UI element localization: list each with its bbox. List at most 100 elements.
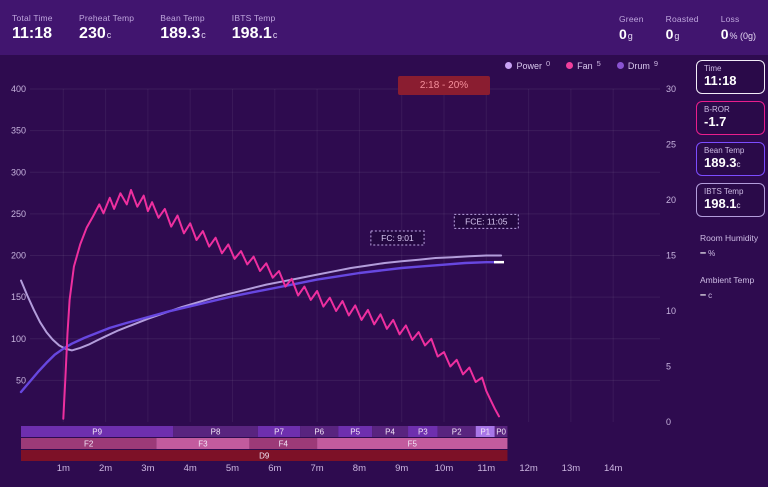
- phase-label: P1: [480, 428, 490, 437]
- x-tick: 14m: [604, 463, 623, 474]
- card-time: Time 11:18: [696, 60, 765, 94]
- phase-segment-fan[interactable]: [249, 438, 318, 449]
- phase-segment-power[interactable]: [173, 426, 258, 437]
- stat-label: IBTS Temp: [231, 13, 276, 23]
- phase-label: P8: [211, 428, 221, 437]
- stat-label: Roasted: [665, 14, 699, 24]
- stat-label: Bean Temp: [160, 13, 205, 23]
- y-left-tick: 400: [11, 84, 26, 94]
- legend-drum[interactable]: Drum 9: [616, 59, 658, 71]
- legend-label: Fan: [577, 61, 593, 71]
- y-left-tick: 200: [11, 251, 26, 261]
- x-tick: 5m: [226, 463, 239, 474]
- series-ibts-temp: [20, 254, 503, 352]
- stat-label: Preheat Temp: [79, 13, 135, 23]
- y-left-tick: 50: [16, 375, 26, 385]
- phase-label: P0: [496, 428, 506, 437]
- roast-chart-area: 400 350 300 250 200 150 100 50 1m 2m 3m 4m 5m 6m 7m 8m 9…: [0, 55, 692, 487]
- y-left-tick: 250: [11, 209, 26, 219]
- card-label: Bean Temp: [704, 145, 745, 155]
- x-tick: 11m: [477, 463, 495, 474]
- phase-segment-power[interactable]: [21, 426, 174, 437]
- card-bean-temp: Bean Temp 189.3c: [696, 141, 765, 176]
- reading-label: Room Humidity: [700, 232, 759, 243]
- phase-segment-power[interactable]: [437, 426, 476, 437]
- phase-label: P6: [314, 428, 324, 437]
- stat-ibts-temp: IBTS Temp 198.1c: [232, 13, 278, 42]
- card-value: 189.3c: [704, 154, 741, 170]
- phase-label: P9: [92, 428, 102, 437]
- phase-label: P4: [385, 428, 395, 437]
- x-tick: 2m: [99, 463, 112, 474]
- y-right-tick: 20: [666, 195, 676, 205]
- phase-label: P3: [418, 428, 428, 437]
- card-b-ror: B-ROR -1.7: [696, 100, 765, 135]
- reading-label: Ambient Temp: [700, 274, 755, 285]
- phase-segment-power[interactable]: [257, 426, 301, 437]
- phase-label: P2: [452, 428, 462, 437]
- y-left-tick: 350: [11, 126, 26, 136]
- annotation-box: [453, 213, 519, 229]
- phase-segment-fan[interactable]: [156, 438, 250, 449]
- reading-value: –%: [700, 246, 716, 259]
- y-left-tick: 300: [11, 167, 26, 177]
- card-ibts-temp: IBTS Temp 198.1c: [696, 182, 765, 217]
- stat-value: 198.1c: [231, 25, 278, 42]
- x-tick: 12m: [519, 463, 538, 474]
- legend-value: 0: [545, 59, 551, 68]
- x-tick: 13m: [562, 463, 581, 474]
- phase-segment-fan[interactable]: [317, 438, 508, 449]
- ambient-temp-reading: Ambient Temp – c: [696, 275, 765, 301]
- stat-label: Loss: [720, 14, 740, 24]
- stat-roasted-weight: Roasted 0g: [666, 14, 699, 41]
- phase-segment-drum[interactable]: [21, 450, 508, 461]
- phase-label: F4: [279, 440, 289, 449]
- phase-segment-power[interactable]: [475, 426, 495, 437]
- x-tick: 10m: [435, 463, 454, 474]
- weight-stats: Green 0g Roasted 0g Loss 0% (0g): [597, 14, 756, 41]
- card-value: 11:18: [704, 73, 737, 88]
- phase-label: P5: [350, 428, 360, 437]
- stat-value: 0g: [665, 26, 680, 42]
- phase-segment-power[interactable]: [338, 426, 373, 437]
- series-ror: [62, 189, 500, 420]
- legend-value: 5: [596, 59, 601, 68]
- stat-value: 11:18: [12, 25, 53, 42]
- x-tick: 3m: [141, 463, 154, 474]
- stat-label: Green: [619, 14, 644, 24]
- legend-value: 9: [653, 59, 658, 68]
- y-right-tick: 5: [666, 362, 671, 372]
- drum-dot-icon: [616, 62, 624, 69]
- y-right-tick: 10: [666, 306, 676, 316]
- phase-segment-power[interactable]: [494, 426, 508, 437]
- fan-dot-icon: [566, 62, 574, 69]
- phase-label: F5: [408, 440, 418, 449]
- card-label: Time: [704, 64, 722, 73]
- legend-label: Drum: [627, 61, 650, 71]
- phase-label: P7: [274, 428, 284, 437]
- x-tick: 9m: [395, 463, 408, 474]
- series-bean-temp: [19, 260, 501, 394]
- phase-label: F2: [84, 440, 94, 449]
- x-tick: 8m: [353, 463, 366, 474]
- legend-fan[interactable]: Fan 5: [566, 59, 601, 71]
- phase-segment-power[interactable]: [300, 426, 339, 437]
- legend-power[interactable]: Power 0: [505, 59, 551, 71]
- annotation-label: FC: 9:01: [381, 233, 414, 243]
- phase-segment-fan[interactable]: [21, 438, 157, 449]
- stat-label: Total Time: [12, 13, 53, 23]
- annotation-label: FCE: 11:05: [465, 216, 508, 226]
- phase-segment-power[interactable]: [372, 426, 409, 437]
- phase-label: F3: [198, 440, 208, 449]
- reading-value: – c: [700, 288, 713, 301]
- sidebar: Time 11:18 B-ROR -1.7 Bean Temp 189.3c I…: [692, 55, 768, 487]
- stat-total-time: Total Time 11:18: [12, 13, 53, 42]
- annotation-box: [370, 230, 425, 246]
- x-tick: 6m: [268, 463, 281, 474]
- phase-label: D9: [259, 452, 270, 461]
- header: Total Time 11:18 Preheat Temp 230c Bean …: [0, 0, 768, 55]
- phase-segment-power[interactable]: [408, 426, 438, 437]
- stat-value: 189.3c: [160, 25, 206, 42]
- stat-green-weight: Green 0g: [619, 14, 644, 41]
- stat-value: 230c: [79, 25, 112, 42]
